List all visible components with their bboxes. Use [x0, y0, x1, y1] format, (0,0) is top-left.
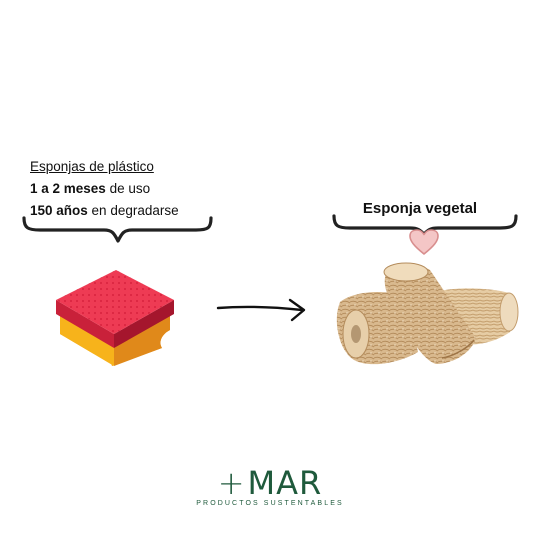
arrow-right-icon: [216, 298, 306, 322]
plastic-sponge-info: Esponjas de plástico 1 a 2 meses de uso …: [30, 156, 179, 222]
plastic-usage: 1 a 2 meses de uso: [30, 178, 179, 200]
plastic-degrade-rest: en degradarse: [87, 203, 179, 218]
brand-plus: +: [217, 464, 246, 502]
brand-tagline: PRODUCTOS SUSTENTABLES: [196, 500, 344, 507]
vegetal-title: Esponja vegetal: [362, 200, 478, 217]
brand-logo: +MAR PRODUCTOS SUSTENTABLES: [0, 466, 540, 507]
plastic-degrade: 150 años en degradarse: [30, 200, 179, 222]
plastic-degrade-bold: 150 años: [30, 203, 88, 218]
left-brace-icon: [22, 216, 213, 243]
plastic-heading: Esponjas de plástico: [30, 159, 154, 174]
brand-name: +MAR: [0, 466, 540, 500]
heart-icon: [409, 229, 439, 255]
plastic-sponge-icon: [56, 270, 174, 366]
plastic-usage-rest: de uso: [105, 181, 151, 196]
loofah-sponge-icon: [336, 262, 519, 365]
brand-word: MAR: [247, 464, 323, 502]
plastic-usage-bold: 1 a 2 meses: [30, 181, 106, 196]
